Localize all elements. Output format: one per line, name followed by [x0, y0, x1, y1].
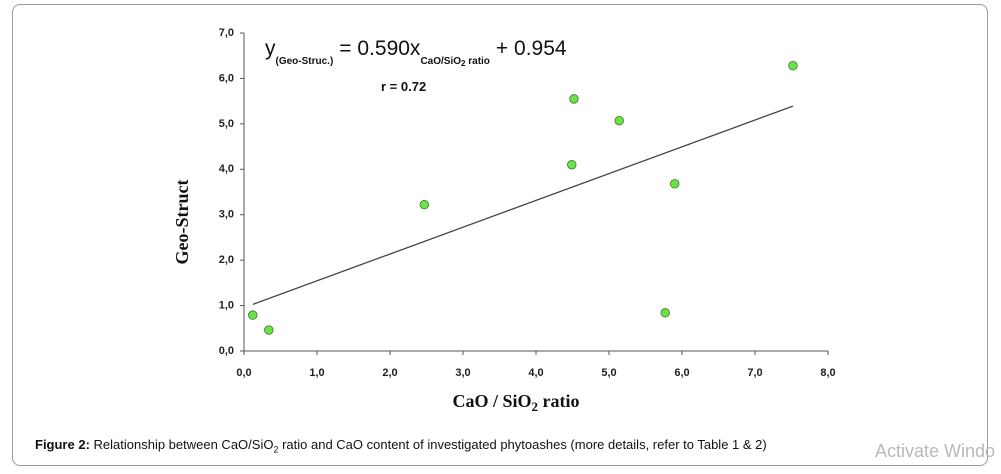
caption-text: Relationship between CaO/SiO [89, 437, 274, 452]
x-tick-label: 2,0 [382, 367, 397, 379]
y-tick-label: 7,0 [219, 27, 234, 39]
x-axis-title: CaO / SiO2 ratio [453, 391, 580, 414]
equation: y(Geo-Struc.) = 0.590xCaO/SiO2 ratio + 0.9… [265, 37, 567, 68]
data-point [788, 61, 798, 71]
x-title-tail: ratio [538, 391, 579, 411]
data-point [248, 310, 258, 320]
x-tick-label: 6,0 [674, 367, 689, 379]
data-point [567, 160, 577, 170]
x-tick-label: 3,0 [455, 367, 470, 379]
figure-frame [12, 4, 988, 466]
trendline [252, 105, 794, 306]
y-tick-label: 1,0 [219, 299, 234, 311]
caption-label: Figure 2: [35, 437, 90, 452]
annotation: r = 0.72 [381, 79, 426, 94]
x-tick-label: 5,0 [601, 367, 616, 379]
caption: Figure 2: Relationship between CaO/SiO2 … [35, 437, 767, 455]
y-tick-label: 3,0 [219, 209, 234, 221]
data-point [569, 94, 579, 104]
caption-tail: ratio and CaO content of investigated ph… [278, 437, 767, 452]
data-point [264, 325, 274, 335]
eq-y: y [265, 37, 276, 60]
x-tick-label: 1,0 [309, 367, 324, 379]
x-tick-label: 4,0 [528, 367, 543, 379]
eq-intercept: + 0.954 [496, 37, 567, 60]
chart-area [152, 18, 850, 426]
y-tick-label: 4,0 [219, 163, 234, 175]
eq-slope: = 0.590x [339, 37, 421, 60]
data-point [660, 308, 670, 318]
data-point [670, 179, 680, 189]
x-tick-label: 0,0 [236, 367, 251, 379]
y-tick-label: 2,0 [219, 254, 234, 266]
x-title-main: CaO / SiO [453, 391, 532, 411]
x-tick-label: 7,0 [747, 367, 762, 379]
eq-x-sub: CaO/SiO [420, 56, 461, 67]
x-tick-label: 8,0 [820, 367, 835, 379]
eq-x-sub2: 2 [461, 59, 466, 68]
chart: y(Geo-Struc.)= 0.590xCaO/SiO2 ratio+ 0.9… [152, 18, 850, 426]
caption-sub: 2 [273, 444, 279, 455]
eq-x-sub3: ratio [465, 56, 489, 67]
y-tick-label: 6,0 [219, 72, 234, 84]
watermark: Activate Windo [875, 441, 996, 461]
data-point [419, 200, 430, 210]
y-axis-title: Geo-Struct [172, 180, 192, 265]
y-tick-label: 5,0 [219, 118, 234, 130]
data-point [614, 115, 624, 126]
x-title-sub: 2 [532, 399, 539, 414]
y-tick-label: 0,0 [219, 345, 234, 357]
eq-y-sub: (Geo-Struc.) [276, 56, 334, 67]
